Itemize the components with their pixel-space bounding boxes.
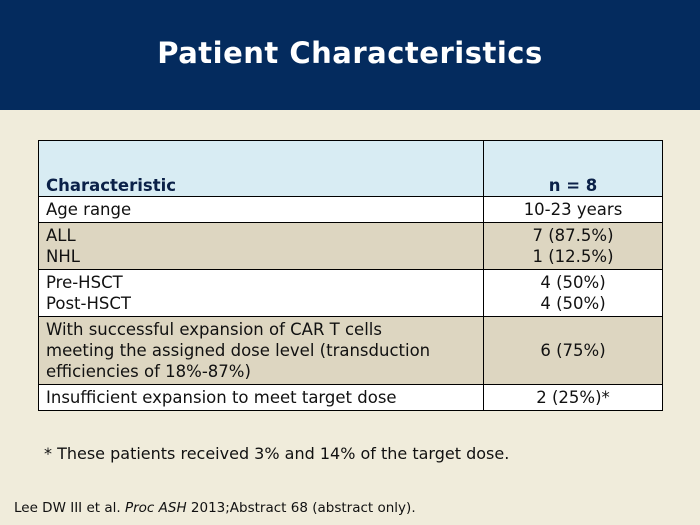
table-row: ALL NHL 7 (87.5%) 1 (12.5%) xyxy=(38,222,663,270)
row-characteristic: Pre-HSCT Post-HSCT xyxy=(38,269,484,317)
row-value: 2 (25%)* xyxy=(483,384,663,411)
header-n: n = 8 xyxy=(483,140,663,197)
cell-line: 10-23 years xyxy=(523,200,623,219)
row-characteristic: ALL NHL xyxy=(38,222,484,270)
cell-line: Age range xyxy=(46,200,132,219)
row-value: 4 (50%) 4 (50%) xyxy=(483,269,663,317)
citation-journal: Proc ASH xyxy=(124,500,187,516)
header-characteristic: Characteristic xyxy=(38,140,484,197)
row-value: 6 (75%) xyxy=(483,316,663,385)
table-row: Pre-HSCT Post-HSCT 4 (50%) 4 (50%) xyxy=(38,269,663,317)
row-characteristic: Insufficient expansion to meet target do… xyxy=(38,384,484,411)
cell-line: 6 (75%) xyxy=(540,341,606,360)
title-banner xyxy=(0,0,700,110)
table-row: Insufficient expansion to meet target do… xyxy=(38,384,663,411)
row-characteristic: With successful expansion of CAR T cells… xyxy=(38,316,484,385)
cell-line: NHL xyxy=(46,247,80,266)
cell-line: efficiencies of 18%-87%) xyxy=(46,362,251,381)
table-header-row: Characteristic n = 8 xyxy=(38,140,663,197)
table-row: Age range 10-23 years xyxy=(38,196,663,223)
cell-line: meeting the assigned dose level (transdu… xyxy=(46,341,431,360)
cell-line: 4 (50%) xyxy=(540,273,606,292)
cell-line: Pre-HSCT xyxy=(46,273,123,292)
cell-line: 1 (12.5%) xyxy=(532,247,614,266)
row-value: 10-23 years xyxy=(483,196,663,223)
slide-title: Patient Characteristics xyxy=(157,36,543,70)
citation: Lee DW III et al. Proc ASH 2013;Abstract… xyxy=(14,500,416,516)
cell-line: ALL xyxy=(46,226,76,245)
footnote: * These patients received 3% and 14% of … xyxy=(44,444,510,463)
cell-line: 7 (87.5%) xyxy=(532,226,614,245)
cell-line: 4 (50%) xyxy=(540,294,606,313)
citation-details: 2013;Abstract 68 (abstract only). xyxy=(190,500,416,516)
citation-authors: Lee DW III et al. xyxy=(14,500,121,516)
cell-line: Post-HSCT xyxy=(46,294,131,313)
row-value: 7 (87.5%) 1 (12.5%) xyxy=(483,222,663,270)
row-characteristic: Age range xyxy=(38,196,484,223)
cell-line: 2 (25%)* xyxy=(536,388,610,407)
table-row: With successful expansion of CAR T cells… xyxy=(38,316,663,385)
cell-line: Insufficient expansion to meet target do… xyxy=(46,388,397,407)
characteristics-table: Characteristic n = 8 Age range 10-23 yea… xyxy=(38,140,663,411)
cell-line: With successful expansion of CAR T cells xyxy=(46,320,382,339)
